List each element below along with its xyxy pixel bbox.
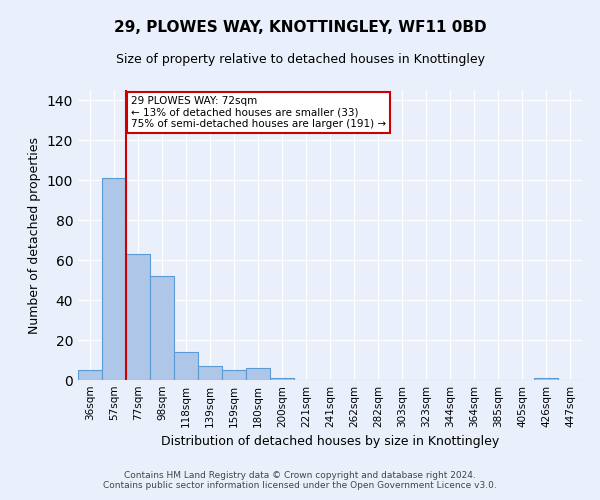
Text: Size of property relative to detached houses in Knottingley: Size of property relative to detached ho… bbox=[115, 52, 485, 66]
Bar bbox=[246, 368, 270, 380]
Text: 29, PLOWES WAY, KNOTTINGLEY, WF11 0BD: 29, PLOWES WAY, KNOTTINGLEY, WF11 0BD bbox=[113, 20, 487, 35]
Bar bbox=[174, 352, 198, 380]
Bar bbox=[222, 370, 246, 380]
Bar bbox=[102, 178, 126, 380]
Bar bbox=[198, 366, 222, 380]
Text: Contains HM Land Registry data © Crown copyright and database right 2024.
Contai: Contains HM Land Registry data © Crown c… bbox=[103, 470, 497, 490]
Bar bbox=[126, 254, 150, 380]
Bar bbox=[270, 378, 294, 380]
Y-axis label: Number of detached properties: Number of detached properties bbox=[28, 136, 41, 334]
Bar bbox=[534, 378, 558, 380]
Bar bbox=[150, 276, 174, 380]
Text: 29 PLOWES WAY: 72sqm
← 13% of detached houses are smaller (33)
75% of semi-detac: 29 PLOWES WAY: 72sqm ← 13% of detached h… bbox=[131, 96, 386, 129]
X-axis label: Distribution of detached houses by size in Knottingley: Distribution of detached houses by size … bbox=[161, 436, 499, 448]
Bar bbox=[78, 370, 102, 380]
